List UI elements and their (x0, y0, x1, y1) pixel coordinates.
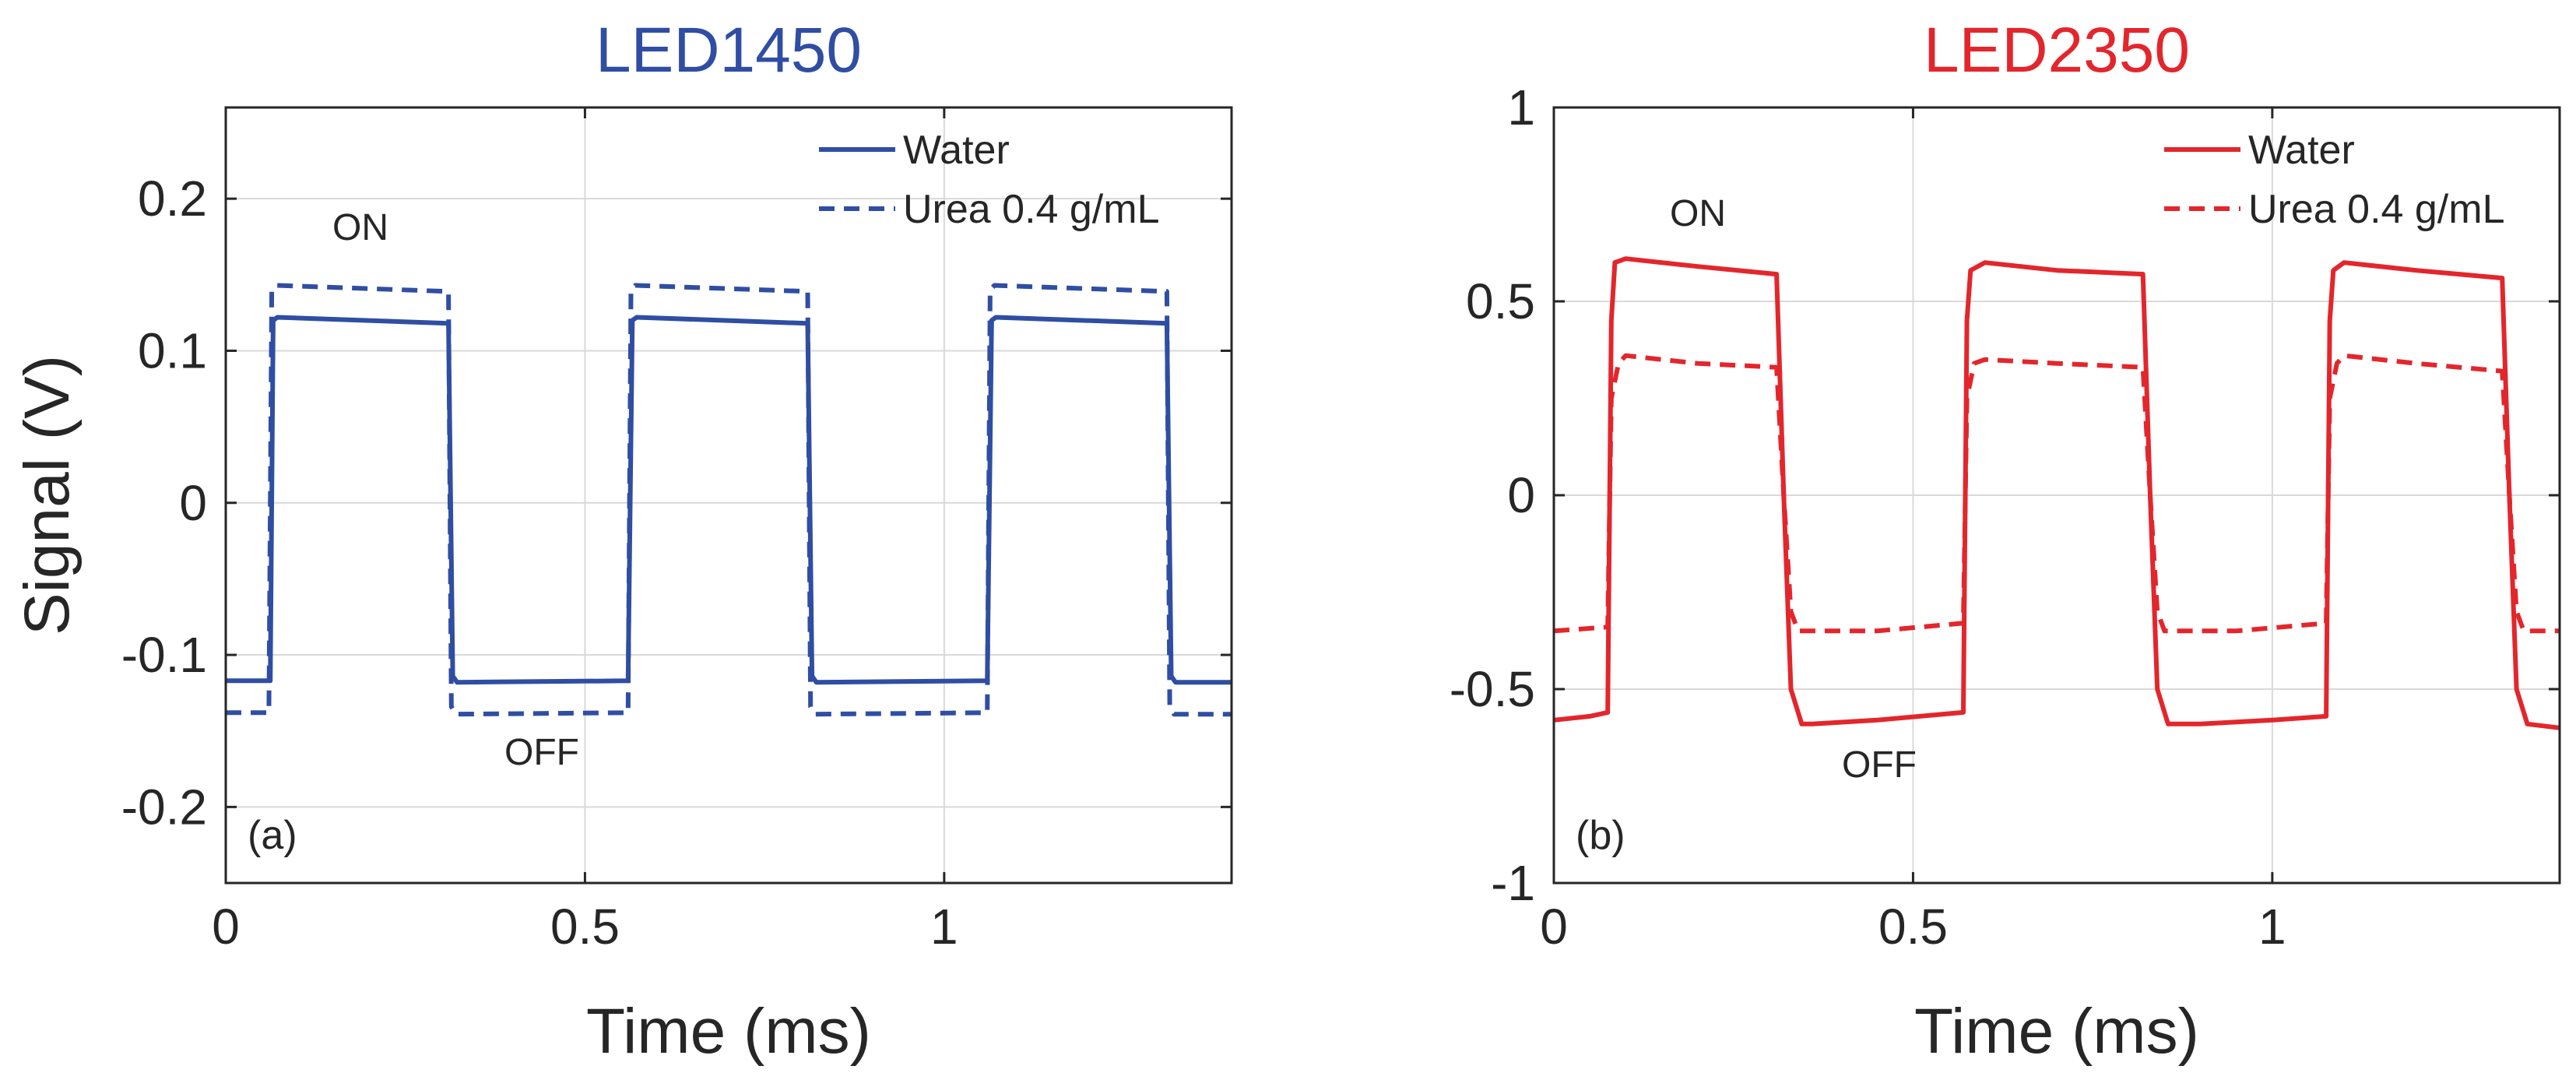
y-tick-label-a: 0.1 (138, 322, 207, 378)
y-axis-label-a: Signal (V) (12, 355, 83, 635)
series-line-water-a (226, 315, 1232, 685)
y-tick-label-a: -0.1 (121, 627, 207, 683)
y-tick-label-a: -0.2 (121, 779, 207, 835)
series-line-urea-a (226, 283, 1232, 717)
x-tick-label-b: 0 (1540, 899, 1568, 955)
series-line-urea-b (1553, 353, 2560, 634)
panel-a: 0 0.5 1 -0.2 -0.1 0 0.1 0.2 LED1450 Time (ms) S… (12, 15, 1233, 1067)
series-line-water-b (1553, 256, 2560, 730)
plot-area-a (226, 107, 1232, 883)
x-tick-label-a: 0 (212, 899, 240, 955)
x-tick-label-a: 1 (930, 899, 958, 955)
legend-b: Water Urea 0.4 g/mL (2164, 128, 2505, 232)
panel-label-a: (a) (248, 813, 297, 858)
x-axis-label-a: Time (ms) (586, 996, 871, 1067)
chart-title-a: LED1450 (596, 15, 862, 86)
panel-b: 0 0.5 1 -1 -0.5 0 0.5 1 LED2350 Time (ms) (b) O… (1450, 15, 2561, 1067)
annotation-on-a: ON (332, 207, 388, 248)
axes-frame-a (224, 106, 1233, 885)
y-tick-label-b: -1 (1491, 855, 1535, 911)
legend-label-urea-a: Urea 0.4 g/mL (903, 187, 1160, 232)
annotation-on-b: ON (1670, 193, 1726, 234)
x-tick-label-a: 0.5 (550, 899, 620, 955)
panel-label-b: (b) (1576, 813, 1625, 858)
y-tick-label-a: 0 (179, 475, 207, 531)
y-tick-label-b: 0 (1507, 467, 1535, 523)
x-tick-label-b: 1 (2258, 899, 2286, 955)
y-tick-label-b: -0.5 (1450, 661, 1535, 717)
y-tick-label-a: 0.2 (138, 171, 207, 227)
legend-label-water-a: Water (903, 128, 1010, 173)
legend-a: Water Urea 0.4 g/mL (819, 128, 1160, 232)
annotation-off-a: OFF (504, 732, 579, 773)
x-axis-label-b: Time (ms) (1914, 996, 2199, 1067)
y-tick-label-b: 1 (1507, 79, 1535, 135)
annotation-off-b: OFF (1842, 744, 1917, 786)
chart-title-b: LED2350 (1924, 15, 2190, 86)
y-tick-label-b: 0.5 (1466, 273, 1535, 329)
legend-label-urea-b: Urea 0.4 g/mL (2248, 187, 2505, 232)
legend-label-water-b: Water (2248, 128, 2355, 173)
x-tick-label-b: 0.5 (1878, 899, 1948, 955)
